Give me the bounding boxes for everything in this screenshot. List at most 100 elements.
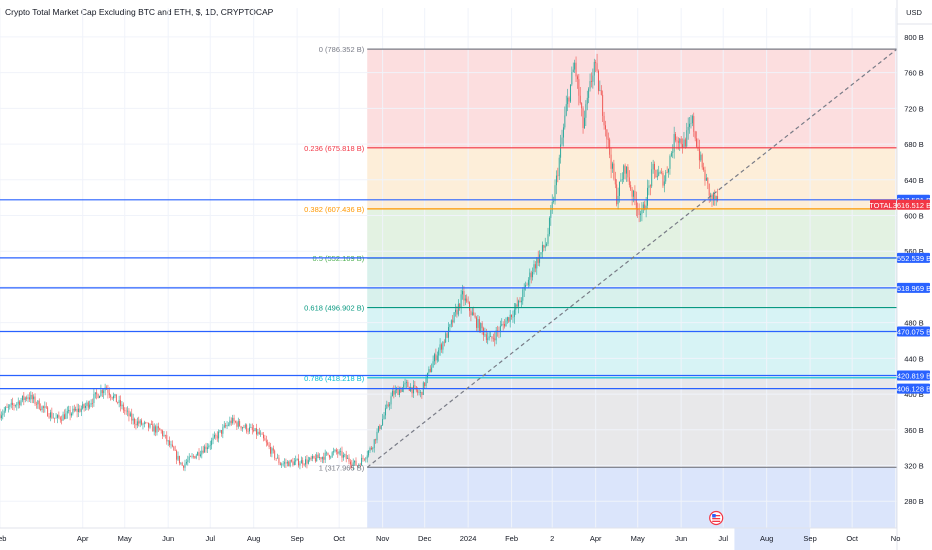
candle [676,140,678,142]
candle [218,431,220,439]
candle [254,428,256,431]
candle [75,408,77,411]
candle [568,97,570,102]
x-tick-label: Apr [77,534,89,543]
candle [162,430,164,436]
candle [23,395,25,400]
candle [131,413,133,421]
candle [50,412,51,418]
candle [585,104,587,118]
candle [302,460,304,465]
fib-zone [367,307,898,378]
price-tag[interactable] [897,383,930,394]
candle [431,367,433,372]
time-range-highlight [734,528,811,550]
candle [512,316,514,318]
candle [616,184,618,205]
candle [326,452,328,454]
candle [536,257,538,269]
candle [541,245,543,253]
candle [377,426,379,432]
candle [633,190,634,197]
candle [529,272,531,280]
candle [668,168,669,173]
currency-label[interactable]: USD [906,8,922,17]
candle [386,404,388,409]
candle [442,341,444,350]
candle [352,462,354,466]
candle [139,420,141,424]
candle [13,404,15,406]
candle [642,204,644,210]
last-price-tag[interactable] [897,199,930,210]
candle [520,300,522,303]
symbol-tag-label: TOTAL3 [869,201,897,210]
candle [369,447,371,451]
candle [414,385,416,387]
candle [560,144,562,158]
price-tag[interactable] [897,282,930,293]
price-tag[interactable] [897,326,930,337]
candle [298,458,299,466]
y-tick-label: 400 B [904,390,924,399]
candle [680,138,682,145]
candle [698,148,700,161]
candle [6,407,8,408]
candle [110,395,112,398]
candle [35,403,37,405]
candle [420,392,421,393]
fib-level-label: 0.786 (418.218 B) [304,374,365,383]
candle [55,417,57,419]
candle [703,167,705,170]
candle [691,116,693,124]
candle [169,440,171,446]
candle [502,324,504,325]
x-tick-label: May [631,534,645,543]
candle [459,303,461,308]
trend-line[interactable] [366,48,898,468]
event-marker [709,510,724,526]
candle [686,130,688,147]
candle [591,81,592,82]
x-tick-label: Nov [376,534,390,543]
candle [62,414,64,421]
candle [527,279,529,286]
candle [148,422,150,428]
candle [132,418,134,421]
candle [41,406,43,411]
candle [677,141,679,143]
candle [264,438,266,441]
candle [393,390,395,395]
candle [135,423,137,426]
candle [398,389,400,395]
candle [383,415,385,419]
candle [278,457,280,464]
candle [557,175,559,177]
candle [166,435,168,442]
candle [547,234,549,244]
candle [282,463,284,465]
candle [9,404,11,407]
candle [338,451,340,454]
candle [370,447,372,450]
candle [429,369,431,372]
candle [243,427,245,428]
candle [157,426,159,429]
candle [114,394,116,396]
price-tag[interactable] [897,370,930,381]
candle [199,454,201,456]
candle [670,152,672,157]
candle [71,413,72,416]
symbol-tag[interactable] [870,199,896,210]
candle [184,463,186,468]
x-tick-label: Sep [803,534,816,543]
candle [57,415,58,418]
price-tag[interactable] [897,252,930,263]
candle [246,424,248,432]
candle [359,464,361,466]
candle [400,389,402,392]
candle [522,289,524,301]
candle [306,459,308,464]
fib-zone [367,258,898,308]
